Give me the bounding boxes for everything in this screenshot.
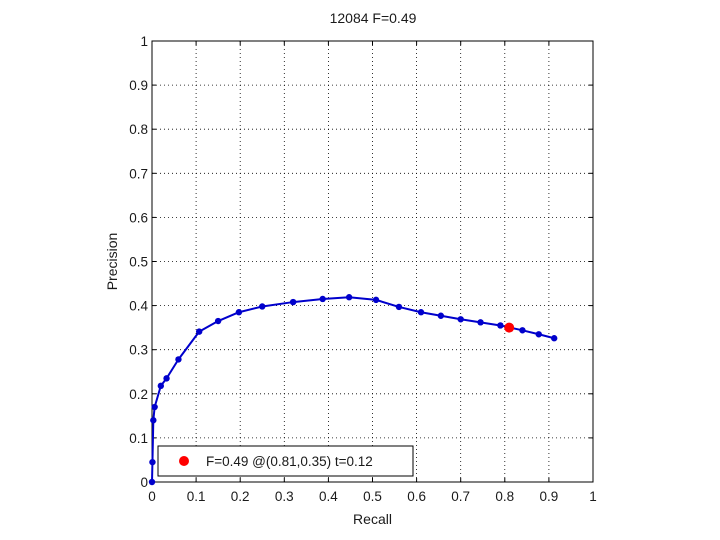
pr-curve-point <box>535 331 542 338</box>
series-layer <box>148 294 558 486</box>
y-tick-label: 0.5 <box>129 255 148 270</box>
pr-curve-point <box>150 417 157 424</box>
x-tick-label: 0.8 <box>495 489 514 504</box>
x-tick-label: 0.3 <box>275 489 294 504</box>
y-tick-label: 1 <box>140 34 148 49</box>
y-tick-label: 0 <box>140 475 148 490</box>
pr-curve-point <box>457 316 464 323</box>
best-f-point <box>504 322 515 333</box>
pr-curve-point <box>148 478 156 486</box>
x-tick-label: 0.6 <box>407 489 426 504</box>
pr-curve-point <box>372 296 380 304</box>
y-tick-label: 0.7 <box>129 166 148 181</box>
y-tick-label: 0.2 <box>129 387 148 402</box>
x-tick-label: 0.7 <box>451 489 470 504</box>
pr-curve-point <box>195 328 203 335</box>
pr-curve-point <box>417 309 425 316</box>
y-tick-label: 0.4 <box>129 299 148 314</box>
pr-curve-point <box>395 303 403 311</box>
x-tick-label: 0.9 <box>540 489 559 504</box>
chart-title: 12084 F=0.49 <box>330 10 417 26</box>
x-tick-label: 0 <box>148 489 156 504</box>
y-axis-label: Precision <box>104 233 120 291</box>
pr-curve-point <box>319 295 326 303</box>
legend-marker <box>179 456 189 466</box>
plot-frame <box>151 40 594 483</box>
y-tick-label: 0.9 <box>129 78 148 93</box>
pr-curve-point <box>163 375 170 382</box>
x-tick-label: 0.1 <box>187 489 206 504</box>
pr-curve-point <box>477 319 484 326</box>
pr-curve-point <box>175 356 182 363</box>
grid-lines <box>152 41 593 482</box>
axis-ticks: 0 0.1 0.2 0.3 0.4 0.5 0.6 0.7 0.8 0.9 1 0 0.1 0.2 0.3 0… <box>129 34 597 504</box>
y-tick-label: 0.1 <box>129 431 148 446</box>
legend-box <box>157 445 414 477</box>
pr-curve-point <box>497 322 504 329</box>
pr-curve-line <box>151 296 555 483</box>
x-tick-label: 0.2 <box>231 489 250 504</box>
pr-curve-point <box>550 335 558 342</box>
pr-curve-point <box>259 303 266 310</box>
y-tick-label: 0.3 <box>129 343 148 358</box>
x-tick-label: 0.5 <box>363 489 382 504</box>
pr-curve-point <box>235 309 243 316</box>
legend: F=0.49 @(0.81,0.35) t=0.12 <box>157 445 414 477</box>
pr-curve-point <box>157 382 165 390</box>
pr-curve-point <box>149 458 156 466</box>
pr-curve-point <box>437 312 445 319</box>
x-tick-label: 0.4 <box>319 489 338 504</box>
legend-label: F=0.49 @(0.81,0.35) t=0.12 <box>206 454 373 469</box>
pr-curve-point <box>289 298 297 306</box>
pr-curve-point <box>214 317 222 325</box>
y-tick-label: 0.8 <box>129 122 148 137</box>
pr-curve-point <box>519 327 526 334</box>
x-tick-label: 1 <box>589 489 597 504</box>
pr-curve-point <box>345 294 353 301</box>
y-tick-label: 0.6 <box>129 210 148 225</box>
pr-curve-point <box>151 403 158 411</box>
x-axis-label: Recall <box>353 511 392 527</box>
